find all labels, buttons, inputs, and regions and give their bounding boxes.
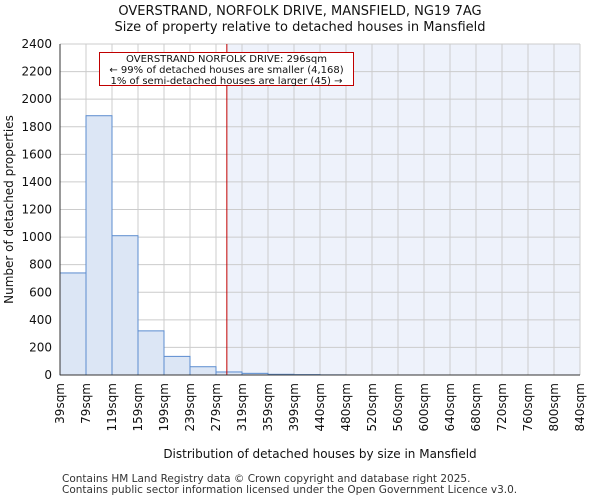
x-tick-label: 480sqm (339, 383, 353, 431)
x-tick-label: 399sqm (287, 383, 301, 431)
x-tick-label: 319sqm (235, 383, 249, 431)
x-tick-label: 440sqm (313, 383, 327, 431)
x-tick-label: 800sqm (547, 383, 561, 431)
x-axis-title: Distribution of detached houses by size … (163, 447, 476, 461)
histogram-bar (59, 272, 87, 376)
y-tick-label: 400 (29, 313, 52, 327)
x-tick-label: 239sqm (183, 383, 197, 431)
y-tick-label: 1800 (21, 120, 52, 134)
annotation-line-3: 1% of semi-detached houses are larger (4… (110, 76, 343, 87)
x-tick-label: 79sqm (79, 383, 93, 424)
chart-title-line1: OVERSTRAND, NORFOLK DRIVE, MANSFIELD, NG… (118, 4, 482, 19)
annotation-line-2: ← 99% of detached houses are smaller (4,… (109, 65, 344, 76)
x-tick-label: 680sqm (469, 383, 483, 431)
histogram-bar (163, 355, 191, 376)
y-tick-label: 1000 (21, 230, 52, 244)
y-tick-label: 200 (29, 340, 52, 354)
histogram-bar (85, 115, 113, 376)
y-tick-label: 0 (44, 368, 52, 382)
chart-title-line2: Size of property relative to detached ho… (114, 20, 486, 35)
x-tick-label: 199sqm (157, 383, 171, 431)
property-annotation: OVERSTRAND NORFOLK DRIVE: 296sqm ← 99% o… (99, 52, 354, 87)
y-tick-label: 800 (29, 258, 52, 272)
y-axis-title: Number of detached properties (2, 115, 16, 304)
histogram-bar (137, 330, 165, 376)
histogram-bar (189, 366, 217, 376)
annotation-line-1: OVERSTRAND NORFOLK DRIVE: 296sqm (126, 54, 327, 65)
footer-line1: Contains HM Land Registry data © Crown c… (62, 473, 471, 485)
x-tick-label: 640sqm (443, 383, 457, 431)
x-tick-label: 600sqm (417, 383, 431, 431)
x-tick-label: 119sqm (105, 383, 119, 431)
x-tick-label: 359sqm (261, 383, 275, 431)
histogram-bar (111, 235, 139, 376)
y-tick-label: 2400 (21, 37, 52, 51)
x-tick-label: 520sqm (365, 383, 379, 431)
y-tick-label: 1200 (21, 203, 52, 217)
histogram-chart: 0 200 400 600 800 1000 1200 1400 1600 1800 2000 220… (2, 37, 587, 461)
x-tick-label: 39sqm (53, 383, 67, 424)
x-tick-label: 159sqm (131, 383, 145, 431)
footer-line2: Contains public sector information licen… (62, 484, 518, 496)
y-tick-label: 2200 (21, 65, 52, 79)
y-tick-label: 2000 (21, 92, 52, 106)
x-tick-label: 760sqm (521, 383, 535, 431)
x-tick-label: 560sqm (391, 383, 405, 431)
x-tick-label: 840sqm (573, 383, 587, 431)
y-tick-label: 600 (29, 285, 52, 299)
y-tick-label: 1600 (21, 147, 52, 161)
x-tick-label: 720sqm (495, 383, 509, 431)
x-tick-label: 279sqm (209, 383, 223, 431)
y-tick-label: 1400 (21, 175, 52, 189)
